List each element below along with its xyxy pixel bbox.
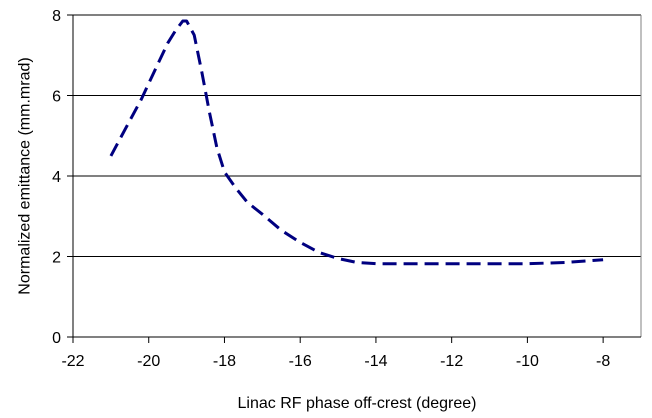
y-axis-title: Normalized emittance (mm.mrad)	[17, 57, 34, 294]
y-tick-label: 2	[52, 250, 61, 267]
tick-labels: 0 2 4 6 8 -22 -20 -18 -16 -14 -12 -10 -8	[52, 8, 610, 370]
x-tick-label: -14	[364, 353, 387, 370]
y-tick-label: 4	[52, 169, 61, 186]
series-line-0	[109, 19, 604, 266]
x-tick-label: -8	[596, 353, 610, 370]
x-tick-label: -16	[289, 353, 312, 370]
x-tick-label: -22	[61, 353, 84, 370]
x-axis-title: Linac RF phase off-crest (degree)	[238, 395, 477, 412]
series-group	[109, 19, 604, 266]
axes	[67, 14, 642, 343]
y-tick-label: 0	[52, 330, 61, 347]
y-tick-label: 8	[52, 8, 61, 25]
y-tick-label: 6	[52, 89, 61, 106]
x-tick-label: -12	[440, 353, 463, 370]
grid-lines	[73, 14, 641, 257]
x-tick-label: -20	[137, 353, 160, 370]
x-tick-label: -18	[213, 353, 236, 370]
x-tick-label: -10	[516, 353, 539, 370]
